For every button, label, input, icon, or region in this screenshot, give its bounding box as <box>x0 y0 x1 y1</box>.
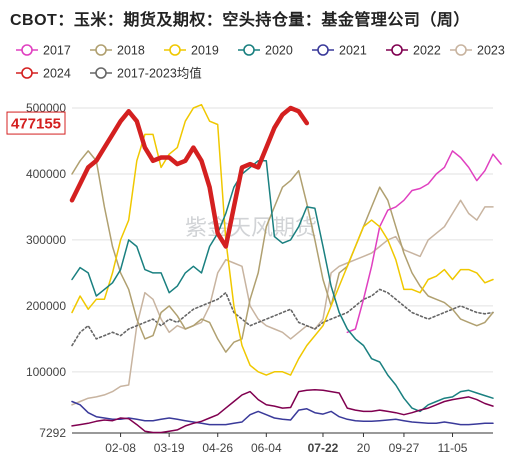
legend-swatch-marker <box>21 44 33 56</box>
legend: 2017 2018 2019 2020 2021 2022 2023 2024 2017-202… <box>16 44 505 81</box>
x-tick-label: 11-05 <box>438 441 468 455</box>
y-tick-label: 300000 <box>26 233 66 247</box>
legend-label: 2023 <box>477 44 505 58</box>
legend-swatch-marker <box>455 44 467 56</box>
series-line-2022 <box>71 388 494 434</box>
legend-item-2021[interactable]: 2021 <box>312 44 367 58</box>
legend-label: 2020 <box>265 44 293 58</box>
series-line-2021 <box>71 400 494 426</box>
legend-swatch-marker <box>243 44 255 56</box>
chart-title: CBOT：玉米：期货及期权：空头持仓量：基金管理公司（周） <box>10 12 470 29</box>
x-tick-label: 09-27 <box>389 441 420 455</box>
y-tick-label: 100000 <box>26 365 66 379</box>
y-tick-label: 400000 <box>26 167 66 181</box>
x-tick-label: 20 <box>357 441 371 455</box>
x-tick-label: 07-22 <box>308 441 339 455</box>
legend-label: 2019 <box>191 44 219 58</box>
y-tick-label: 500000 <box>26 101 66 115</box>
legend-item-2018[interactable]: 2018 <box>90 44 145 58</box>
legend-item-2023[interactable]: 2023 <box>450 44 505 58</box>
legend-label: 2022 <box>413 44 441 58</box>
y-tick-label: 200000 <box>26 299 66 313</box>
series-line-2023 <box>71 199 494 406</box>
series-line-2017-2023均值 <box>71 288 494 347</box>
current-value-label: 477155 <box>11 116 61 133</box>
legend-label: 2024 <box>43 67 71 81</box>
x-axis: 02-08 03-19 04-26 06-04 07-22 20 09-27 11-05 <box>72 432 493 455</box>
legend-swatch-marker <box>21 67 33 79</box>
legend-item-2017[interactable]: 2017 <box>16 44 71 58</box>
series-line-2020 <box>71 160 494 413</box>
legend-swatch-marker <box>95 67 107 79</box>
watermark: 紫金天风期货 <box>185 216 317 241</box>
series-line-2024 <box>69 105 310 249</box>
y-axis: 7292 100000 200000 300000 400000 500000 <box>26 101 66 440</box>
legend-item-2020[interactable]: 2020 <box>238 44 293 58</box>
legend-swatch-marker <box>95 44 107 56</box>
legend-label: 2018 <box>117 44 145 58</box>
legend-swatch-marker <box>391 44 403 56</box>
x-tick-label: 02-08 <box>105 441 136 455</box>
current-value-badge: 477155 <box>6 111 66 135</box>
x-tick-label: 06-04 <box>251 441 282 455</box>
legend-item-2019[interactable]: 2019 <box>164 44 219 58</box>
legend-item-2017-2023均值[interactable]: 2017-2023均值 <box>90 66 202 81</box>
current-value-box <box>6 111 66 135</box>
x-tick-label: 03-19 <box>154 441 185 455</box>
y-tick-label: 7292 <box>39 426 66 440</box>
x-tick-label: 04-26 <box>202 441 233 455</box>
legend-label: 2021 <box>339 44 367 58</box>
series-lines <box>69 103 502 434</box>
legend-item-2024[interactable]: 2024 <box>16 67 71 81</box>
legend-label: 2017 <box>43 44 71 58</box>
series-line-2017 <box>346 150 502 334</box>
legend-swatch-marker <box>169 44 181 56</box>
legend-item-2022[interactable]: 2022 <box>386 44 441 58</box>
legend-swatch-marker <box>317 44 329 56</box>
legend-label: 2017-2023均值 <box>117 66 202 81</box>
